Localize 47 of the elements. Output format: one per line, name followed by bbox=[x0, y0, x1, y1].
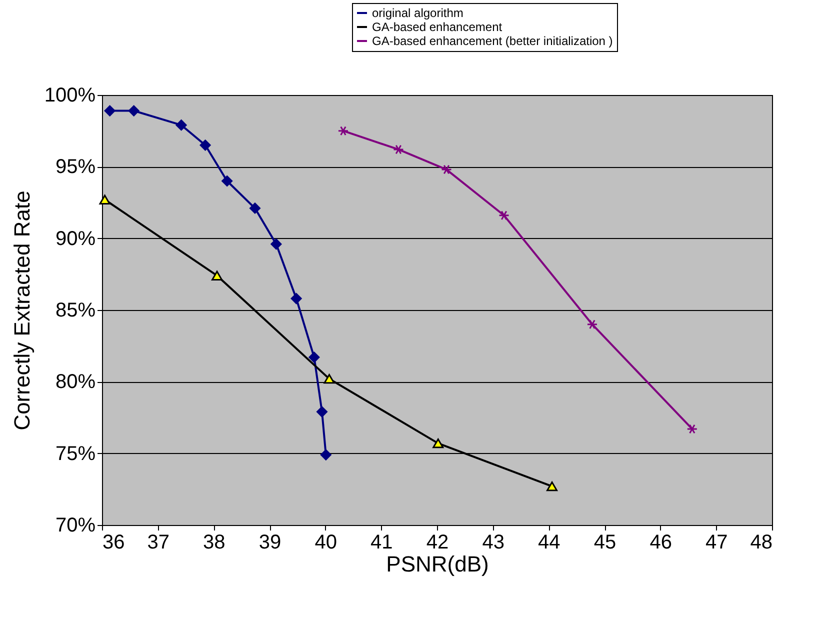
x-tick-label: 43 bbox=[482, 532, 504, 554]
point bbox=[432, 438, 444, 448]
y-tick-label: 75% bbox=[55, 442, 96, 465]
y-axis-title: Correctly Extracted Rate bbox=[9, 190, 34, 430]
x-tick-label: 40 bbox=[314, 532, 337, 554]
point bbox=[686, 424, 698, 434]
point bbox=[222, 176, 233, 186]
point bbox=[104, 105, 116, 116]
x-tick-label: 46 bbox=[650, 532, 672, 554]
x-tick-label: 48 bbox=[750, 532, 772, 554]
point bbox=[128, 105, 140, 116]
point bbox=[176, 120, 187, 131]
x-tick-label: 42 bbox=[426, 532, 449, 554]
y-tick-label: 70% bbox=[55, 514, 96, 536]
point bbox=[546, 481, 558, 492]
point bbox=[249, 202, 260, 214]
x-tick-label: 45 bbox=[594, 532, 616, 554]
point bbox=[320, 449, 332, 460]
x-tick-label: 39 bbox=[258, 532, 282, 554]
point bbox=[338, 126, 349, 136]
x-axis-title: PSNR(dB) bbox=[386, 552, 489, 576]
y-tick-label: 95% bbox=[55, 156, 96, 178]
point bbox=[498, 210, 510, 220]
y-tick-label: 85% bbox=[55, 300, 96, 322]
point bbox=[270, 238, 282, 250]
y-tick-label: 100% bbox=[44, 84, 96, 106]
x-tick-label: 47 bbox=[706, 532, 728, 554]
point bbox=[586, 319, 598, 330]
point bbox=[200, 140, 211, 151]
x-tick-label: 41 bbox=[370, 532, 393, 554]
point bbox=[308, 352, 320, 363]
point bbox=[324, 374, 335, 384]
x-tick-label: 44 bbox=[538, 532, 560, 554]
point bbox=[441, 164, 452, 174]
x-tick-label: 37 bbox=[147, 532, 170, 554]
legend-label: GA-based enhancement (better initialization ) bbox=[372, 34, 613, 48]
point bbox=[392, 144, 404, 154]
x-tick-label: 36 bbox=[102, 532, 125, 554]
point bbox=[99, 194, 110, 204]
legend-label: original algorithm bbox=[372, 6, 464, 20]
x-tick-label: 38 bbox=[203, 532, 226, 554]
y-tick-label: 90% bbox=[55, 228, 96, 250]
point bbox=[290, 293, 302, 304]
legend-label: GA-based enhancement bbox=[372, 20, 503, 34]
point bbox=[212, 270, 223, 280]
y-tick-label: 80% bbox=[55, 371, 96, 394]
point bbox=[316, 406, 328, 418]
